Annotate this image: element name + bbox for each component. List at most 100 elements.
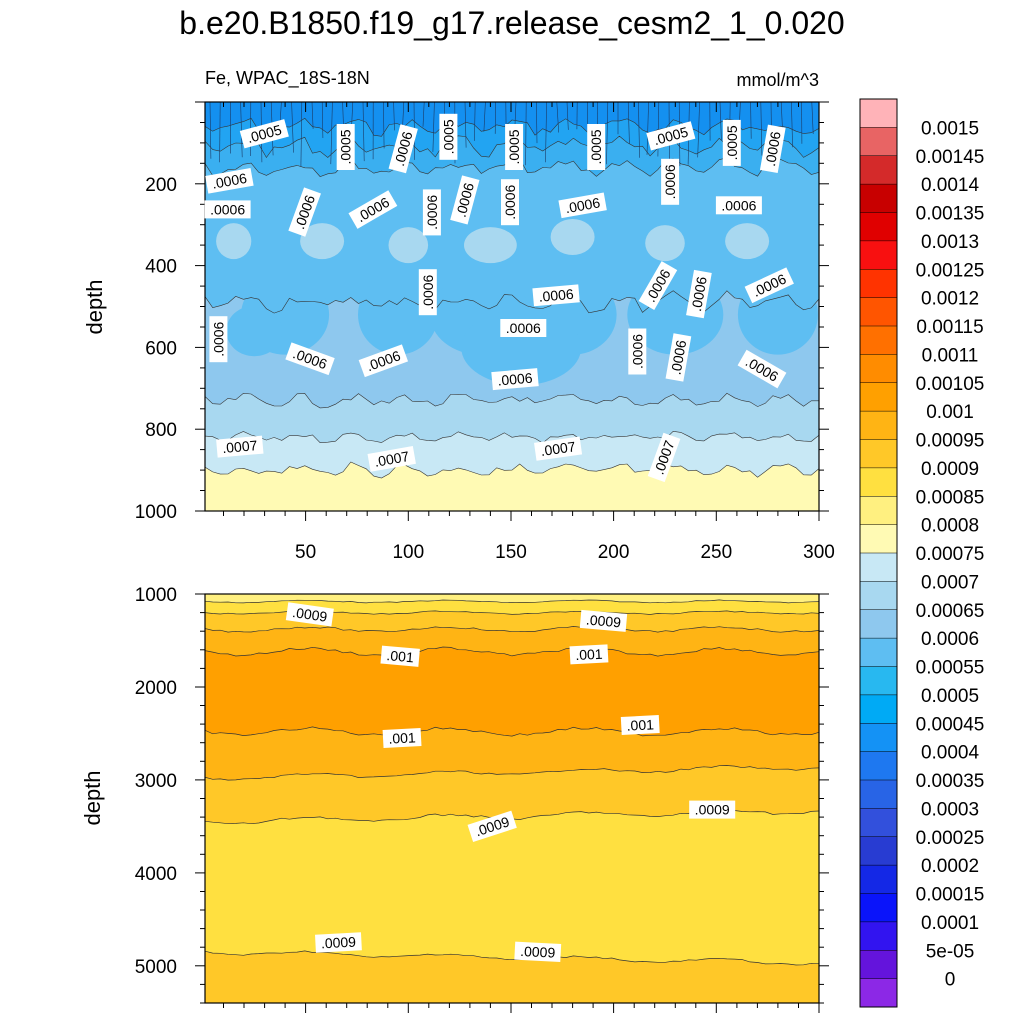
colorbar-swatch: [860, 184, 897, 213]
colorbar-swatch: [860, 213, 897, 242]
colorbar-label: 0.0007: [921, 572, 979, 593]
colorbar-swatch: [860, 780, 897, 809]
colorbar-swatch: [860, 638, 897, 667]
y-tick-label: 1000: [135, 585, 177, 606]
contour-label-text: .001: [386, 647, 415, 665]
colorbar-swatch: [860, 979, 897, 1008]
contour-label: .0006: [628, 329, 646, 375]
lower-band: [205, 647, 819, 736]
y-tick-label: 5000: [135, 957, 177, 978]
upper-patch: [389, 227, 429, 263]
contour-label-text: .001: [388, 729, 416, 746]
contour-label-text: .0006: [538, 286, 575, 305]
colorbar: 0.00150.001450.00140.001350.00130.001250…: [860, 99, 984, 1008]
contour-label-text: .001: [626, 716, 654, 733]
colorbar-label: 0.0005: [921, 686, 979, 707]
colorbar-label: 5e-05: [926, 941, 975, 962]
lower-band: [205, 809, 819, 965]
y-tick-label: 200: [145, 175, 177, 196]
colorbar-label: 0.0014: [921, 175, 980, 196]
colorbar-swatch: [860, 581, 897, 610]
contour-label-text: .0005: [588, 129, 604, 164]
contour-label: .0006: [501, 179, 519, 225]
colorbar-swatch: [860, 383, 897, 412]
colorbar-swatch: [860, 837, 897, 866]
contour-label-text: .0006: [506, 320, 541, 336]
colorbar-label: 0.0009: [921, 459, 979, 480]
colorbar-label: 0: [945, 970, 956, 991]
x-tick-label: 150: [495, 542, 527, 563]
y-tick-label: 4000: [135, 864, 177, 885]
contour-label: .0006: [423, 189, 441, 235]
colorbar-swatch: [860, 667, 897, 696]
colorbar-label: 0.0011: [922, 345, 979, 366]
colorbar-label: 0.0004: [921, 743, 980, 764]
colorbar-swatch: [860, 496, 897, 525]
colorbar-label: 0.0013: [921, 232, 979, 253]
contour-label-text: .0006: [210, 321, 226, 356]
colorbar-swatch: [860, 156, 897, 185]
contour-label: .0005: [337, 124, 355, 170]
contour-label: .001: [570, 644, 609, 664]
right-subtitle: mmol/m^3: [737, 70, 819, 90]
contour-label-text: .0006: [629, 334, 645, 369]
figure-title: b.e20.B1850.f19_g17.release_cesm2_1_0.02…: [179, 5, 844, 41]
contour-label-text: .0006: [662, 164, 678, 199]
colorbar-label: 0.00095: [916, 431, 985, 452]
y-tick-label: 400: [145, 257, 177, 278]
contour-label-text: .0005: [506, 129, 522, 164]
contour-label-text: .0006: [210, 201, 245, 217]
colorbar-label: 0.00105: [916, 374, 985, 395]
colorbar-label: 0.00035: [916, 771, 985, 792]
y-tick-label: 2000: [135, 678, 177, 699]
x-tick-label: 200: [598, 542, 630, 563]
contour-label-text: .0005: [440, 119, 456, 154]
colorbar-label: 0.00055: [916, 658, 985, 679]
upper-patch: [464, 227, 517, 263]
colorbar-label: 0.00015: [916, 885, 985, 906]
contour-label-text: .0007: [222, 437, 259, 456]
colorbar-label: 0.0001: [921, 913, 979, 934]
x-tick-label: 300: [803, 542, 835, 563]
colorbar-swatch: [860, 298, 897, 327]
colorbar-swatch: [860, 553, 897, 582]
upper-patch: [725, 223, 769, 259]
contour-label-text: .0006: [502, 184, 518, 219]
upper-patch: [645, 225, 685, 261]
contour-label: .001: [383, 728, 422, 748]
upper-patch: [226, 306, 282, 356]
x-tick-label: 50: [295, 542, 316, 563]
colorbar-swatch: [860, 99, 897, 128]
contour-label-text: .0006: [721, 197, 756, 213]
lower-contour-panel: 1000 2000 3000 4000 5000 .0009 .0009 .001 .001.…: [80, 585, 829, 1013]
colorbar-swatch: [860, 610, 897, 639]
contour-label: .0009: [315, 932, 362, 952]
contour-label: .001: [380, 646, 419, 667]
upper-y-axis-label: depth: [82, 279, 107, 334]
colorbar-swatch: [860, 695, 897, 724]
contour-label: .0009: [689, 801, 735, 819]
y-tick-label: 1000: [135, 502, 177, 523]
colorbar-swatch: [860, 241, 897, 270]
contour-label-text: .0006: [424, 195, 440, 230]
upper-patch: [216, 223, 251, 259]
colorbar-label: 0.00025: [916, 828, 985, 849]
contour-label: .0006: [209, 316, 227, 362]
contour-label: .0006: [205, 200, 251, 218]
contour-label: .0009: [514, 942, 561, 962]
lower-contour-fill: [205, 594, 819, 1003]
contour-label-text: .0006: [420, 274, 436, 309]
y-tick-label: 3000: [135, 771, 177, 792]
colorbar-swatch: [860, 808, 897, 837]
contour-label-text: .0005: [338, 129, 354, 164]
colorbar-label: 0.0012: [921, 289, 979, 310]
contour-label: .0006: [500, 319, 546, 337]
colorbar-swatch: [860, 950, 897, 979]
lower-y-axis-label: depth: [80, 770, 105, 825]
colorbar-label: 0.00145: [916, 147, 985, 168]
colorbar-label: 0.0002: [921, 856, 979, 877]
colorbar-swatch: [860, 354, 897, 383]
